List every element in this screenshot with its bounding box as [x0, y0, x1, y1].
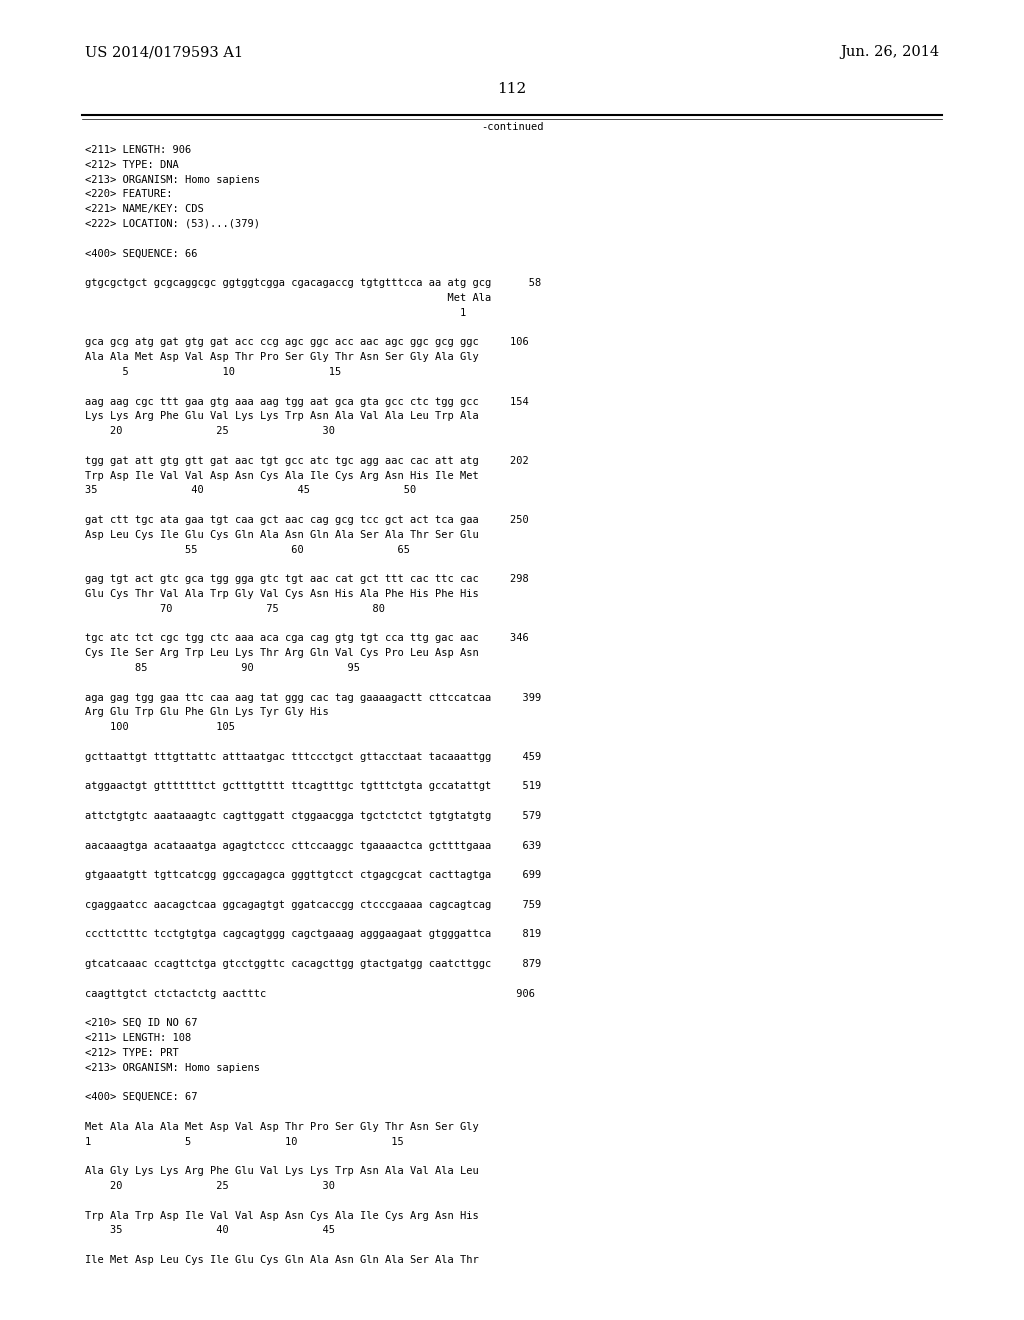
Text: 1: 1: [85, 308, 466, 318]
Text: 35               40               45: 35 40 45: [85, 1225, 335, 1236]
Text: attctgtgtc aaataaagtc cagttggatt ctggaacgga tgctctctct tgtgtatgtg     579: attctgtgtc aaataaagtc cagttggatt ctggaac…: [85, 810, 542, 821]
Text: gtgcgctgct gcgcaggcgc ggtggtcgga cgacagaccg tgtgtttcca aa atg gcg      58: gtgcgctgct gcgcaggcgc ggtggtcgga cgacaga…: [85, 279, 542, 288]
Text: <210> SEQ ID NO 67: <210> SEQ ID NO 67: [85, 1018, 198, 1028]
Text: Ile Met Asp Leu Cys Ile Glu Cys Gln Ala Asn Gln Ala Ser Ala Thr: Ile Met Asp Leu Cys Ile Glu Cys Gln Ala …: [85, 1255, 479, 1265]
Text: Trp Asp Ile Val Val Asp Asn Cys Ala Ile Cys Arg Asn His Ile Met: Trp Asp Ile Val Val Asp Asn Cys Ala Ile …: [85, 471, 479, 480]
Text: gtgaaatgtt tgttcatcgg ggccagagca gggttgtcct ctgagcgcat cacttagtga     699: gtgaaatgtt tgttcatcgg ggccagagca gggttgt…: [85, 870, 542, 880]
Text: Asp Leu Cys Ile Glu Cys Gln Ala Asn Gln Ala Ser Ala Thr Ser Glu: Asp Leu Cys Ile Glu Cys Gln Ala Asn Gln …: [85, 529, 479, 540]
Text: gca gcg atg gat gtg gat acc ccg agc ggc acc aac agc ggc gcg ggc     106: gca gcg atg gat gtg gat acc ccg agc ggc …: [85, 338, 528, 347]
Text: <400> SEQUENCE: 67: <400> SEQUENCE: 67: [85, 1092, 198, 1102]
Text: atggaactgt gtttttttct gctttgtttt ttcagtttgc tgtttctgta gccatattgt     519: atggaactgt gtttttttct gctttgtttt ttcagtt…: [85, 781, 542, 792]
Text: cccttctttc tcctgtgtga cagcagtggg cagctgaaag agggaagaat gtgggattca     819: cccttctttc tcctgtgtga cagcagtggg cagctga…: [85, 929, 542, 940]
Text: tgg gat att gtg gtt gat aac tgt gcc atc tgc agg aac cac att atg     202: tgg gat att gtg gtt gat aac tgt gcc atc …: [85, 455, 528, 466]
Text: <400> SEQUENCE: 66: <400> SEQUENCE: 66: [85, 248, 198, 259]
Text: <221> NAME/KEY: CDS: <221> NAME/KEY: CDS: [85, 205, 204, 214]
Text: Jun. 26, 2014: Jun. 26, 2014: [840, 45, 939, 59]
Text: gag tgt act gtc gca tgg gga gtc tgt aac cat gct ttt cac ttc cac     298: gag tgt act gtc gca tgg gga gtc tgt aac …: [85, 574, 528, 585]
Text: Cys Ile Ser Arg Trp Leu Lys Thr Arg Gln Val Cys Pro Leu Asp Asn: Cys Ile Ser Arg Trp Leu Lys Thr Arg Gln …: [85, 648, 479, 659]
Text: Met Ala Ala Ala Met Asp Val Asp Thr Pro Ser Gly Thr Asn Ser Gly: Met Ala Ala Ala Met Asp Val Asp Thr Pro …: [85, 1122, 479, 1131]
Text: 20               25               30: 20 25 30: [85, 1181, 335, 1191]
Text: 35               40               45               50: 35 40 45 50: [85, 486, 416, 495]
Text: <211> LENGTH: 108: <211> LENGTH: 108: [85, 1034, 191, 1043]
Text: Glu Cys Thr Val Ala Trp Gly Val Cys Asn His Ala Phe His Phe His: Glu Cys Thr Val Ala Trp Gly Val Cys Asn …: [85, 589, 479, 599]
Text: tgc atc tct cgc tgg ctc aaa aca cga cag gtg tgt cca ttg gac aac     346: tgc atc tct cgc tgg ctc aaa aca cga cag …: [85, 634, 528, 643]
Text: <213> ORGANISM: Homo sapiens: <213> ORGANISM: Homo sapiens: [85, 1063, 260, 1073]
Text: 85               90               95: 85 90 95: [85, 663, 360, 673]
Text: Met Ala: Met Ala: [85, 293, 492, 304]
Text: 112: 112: [498, 82, 526, 96]
Text: <213> ORGANISM: Homo sapiens: <213> ORGANISM: Homo sapiens: [85, 174, 260, 185]
Text: <212> TYPE: DNA: <212> TYPE: DNA: [85, 160, 179, 170]
Text: gat ctt tgc ata gaa tgt caa gct aac cag gcg tcc gct act tca gaa     250: gat ctt tgc ata gaa tgt caa gct aac cag …: [85, 515, 528, 525]
Text: 55               60               65: 55 60 65: [85, 545, 410, 554]
Text: aag aag cgc ttt gaa gtg aaa aag tgg aat gca gta gcc ctc tgg gcc     154: aag aag cgc ttt gaa gtg aaa aag tgg aat …: [85, 396, 528, 407]
Text: <211> LENGTH: 906: <211> LENGTH: 906: [85, 145, 191, 154]
Text: -continued: -continued: [480, 121, 544, 132]
Text: aga gag tgg gaa ttc caa aag tat ggg cac tag gaaaagactt cttccatcaa     399: aga gag tgg gaa ttc caa aag tat ggg cac …: [85, 693, 542, 702]
Text: gtcatcaaac ccagttctga gtcctggttc cacagcttgg gtactgatgg caatcttggc     879: gtcatcaaac ccagttctga gtcctggttc cacagct…: [85, 960, 542, 969]
Text: 20               25               30: 20 25 30: [85, 426, 335, 436]
Text: aacaaagtga acataaatga agagtctccc cttccaaggc tgaaaactca gcttttgaaa     639: aacaaagtga acataaatga agagtctccc cttccaa…: [85, 841, 542, 850]
Text: 100              105: 100 105: [85, 722, 234, 733]
Text: Ala Gly Lys Lys Arg Phe Glu Val Lys Lys Trp Asn Ala Val Ala Leu: Ala Gly Lys Lys Arg Phe Glu Val Lys Lys …: [85, 1166, 479, 1176]
Text: <220> FEATURE:: <220> FEATURE:: [85, 189, 172, 199]
Text: 5               10               15: 5 10 15: [85, 367, 341, 378]
Text: cgaggaatcc aacagctcaa ggcagagtgt ggatcaccgg ctcccgaaaa cagcagtcag     759: cgaggaatcc aacagctcaa ggcagagtgt ggatcac…: [85, 900, 542, 909]
Text: 70               75               80: 70 75 80: [85, 603, 385, 614]
Text: gcttaattgt tttgttattc atttaatgac tttccctgct gttacctaat tacaaattgg     459: gcttaattgt tttgttattc atttaatgac tttccct…: [85, 752, 542, 762]
Text: caagttgtct ctctactctg aactttc                                        906: caagttgtct ctctactctg aactttc 906: [85, 989, 535, 999]
Text: US 2014/0179593 A1: US 2014/0179593 A1: [85, 45, 243, 59]
Text: 1               5               10               15: 1 5 10 15: [85, 1137, 403, 1147]
Text: Trp Ala Trp Asp Ile Val Val Asp Asn Cys Ala Ile Cys Arg Asn His: Trp Ala Trp Asp Ile Val Val Asp Asn Cys …: [85, 1210, 479, 1221]
Text: Ala Ala Met Asp Val Asp Thr Pro Ser Gly Thr Asn Ser Gly Ala Gly: Ala Ala Met Asp Val Asp Thr Pro Ser Gly …: [85, 352, 479, 362]
Text: Arg Glu Trp Glu Phe Gln Lys Tyr Gly His: Arg Glu Trp Glu Phe Gln Lys Tyr Gly His: [85, 708, 329, 717]
Text: Lys Lys Arg Phe Glu Val Lys Lys Trp Asn Ala Val Ala Leu Trp Ala: Lys Lys Arg Phe Glu Val Lys Lys Trp Asn …: [85, 412, 479, 421]
Text: <222> LOCATION: (53)...(379): <222> LOCATION: (53)...(379): [85, 219, 260, 228]
Text: <212> TYPE: PRT: <212> TYPE: PRT: [85, 1048, 179, 1057]
